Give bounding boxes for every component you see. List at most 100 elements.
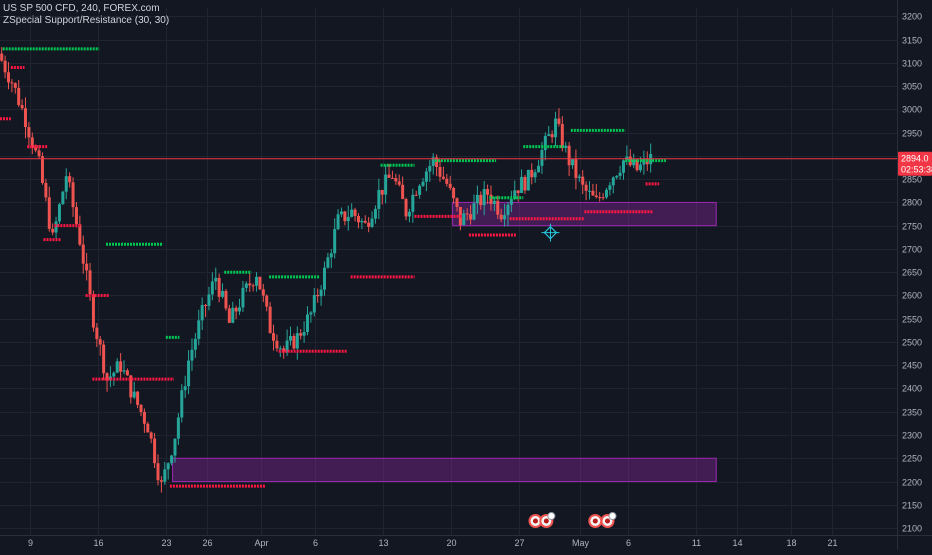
candle-body	[170, 455, 174, 464]
candle-body	[309, 312, 313, 315]
candle-body	[13, 83, 17, 88]
candle-body	[584, 184, 588, 191]
candle-body	[577, 176, 581, 178]
candle-body	[183, 386, 187, 391]
candle-body	[166, 463, 170, 470]
time-axis[interactable]: 9 16 23 26 Apr 6 13 20 27 May 6 11 14 18 21	[0, 535, 932, 549]
candle-body	[68, 176, 72, 183]
candle-body	[588, 190, 592, 192]
candle-body	[234, 307, 238, 312]
candle-body	[523, 176, 527, 191]
price-axis[interactable]: 2100 2150 2200 2250 2300 2350 2400 2450 2500 2550…	[897, 0, 932, 550]
candle-body	[78, 224, 82, 245]
candle-body	[265, 295, 269, 307]
candle-body	[20, 105, 24, 109]
candle-body	[91, 294, 95, 328]
x-tick-label: 18	[786, 538, 796, 548]
candle-body	[221, 290, 225, 297]
candle-body	[635, 159, 639, 171]
candle-body	[119, 361, 123, 372]
candle-body	[452, 187, 456, 199]
x-tick-label: Apr	[254, 538, 268, 548]
candle-body	[3, 60, 7, 73]
candle-body	[604, 189, 608, 198]
candle-body	[598, 197, 602, 199]
candle-body	[207, 294, 211, 306]
candle-body	[57, 204, 61, 222]
candle-body	[295, 333, 299, 349]
candle-body	[373, 208, 377, 219]
y-tick-label: 2100	[902, 524, 922, 534]
candle-body	[305, 314, 309, 333]
candle-body	[180, 390, 184, 418]
candle-body	[322, 267, 326, 290]
indicator-title[interactable]: ZSpecial Support/Resistance (30, 30)	[3, 15, 170, 26]
grid	[0, 8, 897, 535]
candle-body	[516, 190, 520, 193]
candle-body	[88, 270, 92, 295]
candle-body	[37, 150, 41, 157]
candle-body	[136, 391, 140, 405]
candle-body	[302, 332, 306, 336]
candle-body	[455, 198, 459, 207]
candle-body	[377, 189, 381, 209]
candle-body	[204, 304, 208, 306]
candle-body	[156, 463, 160, 481]
candle-body	[384, 174, 388, 195]
candle-body	[326, 257, 330, 268]
candle-body	[492, 200, 496, 204]
candle-body	[163, 469, 167, 482]
candle-body	[159, 480, 163, 482]
candle-body	[418, 185, 422, 195]
x-tick-label: 23	[161, 538, 171, 548]
candle-body	[319, 289, 323, 297]
candle-body	[560, 123, 564, 148]
y-tick-label: 2650	[902, 268, 922, 278]
candle-body	[105, 373, 109, 381]
candle-body	[469, 214, 473, 220]
candle-body	[61, 191, 65, 205]
candle-body	[564, 145, 568, 148]
x-tick-label: 27	[514, 538, 524, 548]
x-tick-label: 14	[732, 538, 742, 548]
candle-body	[356, 215, 360, 223]
candle-body	[506, 204, 510, 216]
x-tick-label: May	[572, 538, 590, 548]
x-tick-label: 6	[313, 538, 318, 548]
candle-body	[248, 283, 252, 286]
candle-body	[115, 361, 119, 373]
y-tick-label: 2400	[902, 384, 922, 394]
candle-body	[608, 185, 612, 190]
candle-body	[621, 160, 625, 173]
candle-body	[30, 137, 34, 148]
candle-body	[390, 177, 394, 179]
candle-body	[238, 307, 242, 312]
candle-body	[23, 108, 27, 128]
last-price-badge[interactable]: 2894.002:53:38	[898, 151, 932, 176]
candle-body	[503, 215, 507, 220]
candle-body	[486, 189, 490, 195]
candle-body	[139, 404, 143, 412]
candle-body	[153, 438, 157, 464]
candle-body	[557, 118, 561, 124]
candle-body	[258, 276, 262, 290]
candle-body	[272, 333, 276, 341]
candle-body	[520, 176, 524, 193]
candle-body	[475, 194, 479, 204]
x-tick-label: 16	[93, 538, 103, 548]
candle-body	[10, 82, 14, 84]
candle-body	[537, 165, 541, 173]
symbol-title[interactable]: US SP 500 CFD, 240, FOREX.com	[3, 3, 160, 14]
candle-body	[261, 289, 265, 296]
candle-body	[448, 183, 452, 188]
candle-body	[472, 203, 476, 220]
candle-body	[44, 182, 48, 198]
y-tick-label: 2800	[902, 198, 922, 208]
y-tick-label: 2150	[902, 501, 922, 511]
candle-body	[554, 118, 558, 138]
price-axis-bg	[897, 0, 932, 550]
x-tick-label: 21	[827, 538, 837, 548]
candle-body	[102, 344, 106, 374]
